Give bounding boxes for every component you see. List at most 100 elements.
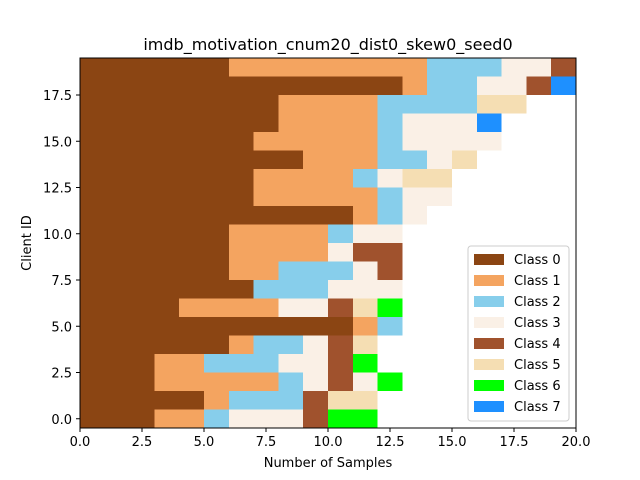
bar-segment-client-10-class-1 [228, 224, 328, 243]
y-tick-label: 10.0 [43, 228, 72, 243]
bar-segment-client-17-class-2 [377, 95, 477, 114]
bar-segment-client-7-class-3 [328, 280, 403, 299]
x-axis: 0.0 2.5 5.0 7.5 10.0 12.5 15.0 17.5 20.0 [70, 428, 591, 450]
bar-segment-client-19-class-2 [427, 58, 502, 77]
bar-segment-client-4-class-2 [253, 335, 304, 354]
y-tick-label: 7.5 [51, 274, 72, 289]
legend-label-class-4: Class 4 [514, 337, 561, 352]
bar-segment-client-7-class-0 [80, 280, 254, 299]
bar-segment-client-18-class-4 [526, 76, 552, 95]
bar-segment-client-13-class-5 [402, 169, 452, 188]
legend: Class 0 Class 1 Class 2 Class 3 Class 4 Class… [467, 245, 570, 422]
bar-segment-client-13-class-1 [253, 169, 353, 188]
bar-segment-client-6-class-4 [328, 298, 353, 317]
bar-segment-client-7-class-2 [253, 280, 328, 299]
legend-label-class-0: Class 0 [514, 253, 561, 268]
x-tick-label: 17.5 [500, 435, 529, 450]
bar-segment-client-6-class-3 [278, 298, 328, 317]
bar-segment-client-16-class-1 [278, 113, 378, 132]
bars-group [80, 58, 576, 428]
legend-swatch-class-3 [474, 317, 504, 328]
legend-swatch-class-0 [474, 254, 504, 265]
bar-segment-client-4-class-3 [303, 335, 328, 354]
legend-label-class-7: Class 7 [514, 400, 561, 415]
y-tick-label: 12.5 [43, 182, 72, 197]
legend-swatch-class-4 [474, 338, 504, 349]
x-tick-label: 10.0 [314, 435, 343, 450]
legend-label-class-3: Class 3 [514, 316, 561, 331]
bar-segment-client-8-class-1 [228, 261, 279, 280]
bar-segment-client-18-class-3 [476, 76, 527, 95]
x-tick-label: 12.5 [376, 435, 405, 450]
bar-segment-client-14-class-2 [377, 150, 428, 169]
bar-segment-client-4-class-5 [352, 335, 378, 354]
bar-segment-client-16-class-3 [402, 113, 477, 132]
bar-segment-client-13-class-0 [80, 169, 254, 188]
x-tick-label: 5.0 [194, 435, 215, 450]
bar-segment-client-2-class-3 [303, 372, 328, 391]
bar-segment-client-17-class-0 [80, 95, 279, 114]
bar-segment-client-8-class-0 [80, 261, 229, 280]
bar-segment-client-10-class-3 [352, 224, 403, 243]
bar-segment-client-5-class-2 [377, 317, 403, 336]
bar-segment-client-9-class-0 [80, 243, 229, 262]
y-tick-label: 17.5 [43, 89, 72, 104]
bar-segment-client-2-class-4 [328, 372, 353, 391]
y-axis-label: Client ID [20, 215, 35, 271]
bar-segment-client-12-class-2 [377, 187, 403, 206]
bar-segment-client-14-class-5 [452, 150, 477, 169]
bar-segment-client-17-class-5 [476, 95, 527, 114]
x-tick-label: 20.0 [562, 435, 591, 450]
legend-label-class-6: Class 6 [514, 379, 561, 394]
bar-segment-client-2-class-6 [377, 372, 403, 391]
legend-label-class-1: Class 1 [514, 274, 561, 289]
bar-segment-client-6-class-5 [352, 298, 378, 317]
bar-segment-client-18-class-2 [427, 76, 477, 95]
bar-segment-client-3-class-6 [352, 354, 378, 373]
y-tick-label: 0.0 [51, 413, 72, 428]
bar-segment-client-0-class-6 [328, 409, 378, 428]
bar-segment-client-1-class-4 [303, 391, 328, 410]
bar-segment-client-17-class-1 [278, 95, 378, 114]
bar-segment-client-11-class-2 [377, 206, 403, 225]
bar-segment-client-10-class-2 [328, 224, 353, 243]
bar-segment-client-9-class-3 [328, 243, 353, 262]
x-tick-label: 15.0 [438, 435, 467, 450]
bar-segment-client-16-class-2 [377, 113, 403, 132]
bar-segment-client-3-class-4 [328, 354, 353, 373]
bar-segment-client-11-class-1 [352, 206, 378, 225]
bar-segment-client-8-class-2 [278, 261, 353, 280]
bar-segment-client-13-class-3 [377, 169, 403, 188]
bar-segment-client-18-class-1 [402, 76, 428, 95]
bar-segment-client-18-class-7 [551, 76, 576, 95]
x-tick-label: 2.5 [132, 435, 153, 450]
bar-segment-client-0-class-3 [228, 409, 304, 428]
bar-segment-client-15-class-1 [253, 132, 378, 151]
bar-segment-client-3-class-3 [278, 354, 328, 373]
bar-segment-client-4-class-0 [80, 335, 229, 354]
bar-segment-client-13-class-2 [352, 169, 378, 188]
bar-segment-client-14-class-1 [303, 150, 378, 169]
bar-segment-client-0-class-1 [154, 409, 204, 428]
bar-segment-client-0-class-2 [204, 409, 229, 428]
bar-segment-client-0-class-4 [303, 409, 328, 428]
x-tick-label: 0.0 [70, 435, 91, 450]
chart-title: imdb_motivation_cnum20_dist0_skew0_seed0 [143, 35, 512, 55]
bar-segment-client-15-class-2 [377, 132, 403, 151]
bar-segment-client-8-class-4 [377, 261, 403, 280]
bar-segment-client-4-class-1 [228, 335, 254, 354]
bar-segment-client-2-class-1 [154, 372, 279, 391]
legend-swatch-class-2 [474, 296, 504, 307]
bar-segment-client-12-class-3 [402, 187, 452, 206]
bar-segment-client-8-class-3 [352, 261, 378, 280]
bar-segment-client-5-class-0 [80, 317, 353, 336]
bar-segment-client-3-class-0 [80, 354, 155, 373]
bar-segment-client-12-class-0 [80, 187, 254, 206]
y-axis: 0.0 2.5 5.0 7.5 10.0 12.5 15.0 17.5 [43, 89, 80, 428]
bar-segment-client-1-class-5 [328, 391, 378, 410]
legend-swatch-class-7 [474, 401, 504, 412]
bar-segment-client-12-class-1 [253, 187, 378, 206]
legend-swatch-class-5 [474, 359, 504, 370]
y-tick-label: 5.0 [51, 320, 72, 335]
